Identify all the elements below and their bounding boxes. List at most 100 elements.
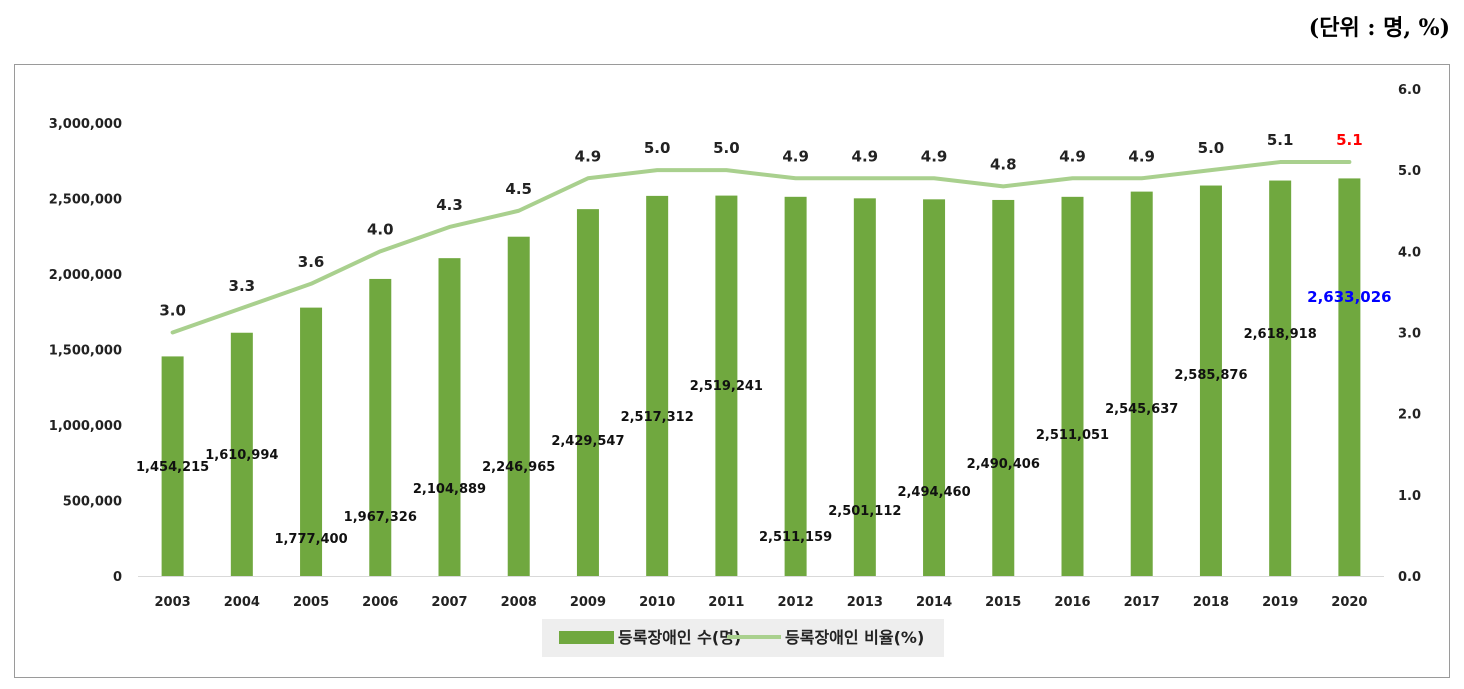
line-value-label: 4.5: [505, 180, 532, 198]
bar-2011: [715, 195, 738, 576]
bar-series: [161, 178, 1361, 576]
x-tick-label: 2015: [985, 595, 1021, 610]
x-tick-label: 2007: [431, 595, 467, 610]
line-value-label: 4.9: [782, 147, 809, 165]
bar-value-label: 2,511,159: [759, 530, 832, 545]
bar-2004: [230, 332, 253, 576]
bar-value-label: 2,585,876: [1174, 368, 1247, 383]
legend-bar-label: 등록장애인 수(명): [618, 628, 741, 647]
line-value-label: 5.1: [1267, 131, 1294, 149]
bar-value-label: 2,494,460: [897, 485, 970, 500]
bar-2003: [161, 356, 184, 576]
right-axis: 0.0 1.0 2.0 3.0 4.0 5.0 6.0: [1398, 83, 1421, 585]
bar-value-label: 2,511,051: [1036, 428, 1109, 443]
bar-value-label: 2,519,241: [690, 379, 763, 394]
bar-2013: [853, 198, 876, 576]
bar-value-label: 1,454,215: [136, 460, 209, 475]
left-tick-label: 2,500,000: [49, 193, 122, 208]
line-value-label: 3.6: [298, 253, 325, 271]
chart-frame: 0 500,000 1,000,000 1,500,000 2,000,000 2,500…: [14, 64, 1450, 678]
bar-2014: [923, 199, 946, 576]
bar-2010: [646, 195, 669, 576]
unit-note: (단위 : 명, %): [1308, 15, 1450, 41]
bar-2005: [300, 307, 323, 576]
right-tick-label: 1.0: [1398, 489, 1421, 504]
line-value-label: 5.0: [1198, 139, 1225, 157]
x-tick-label: 2017: [1124, 595, 1160, 610]
line-value-label: 4.9: [575, 147, 602, 165]
ratio-line: [170, 160, 1352, 335]
x-tick-label: 2006: [362, 595, 398, 610]
x-tick-label: 2014: [916, 595, 952, 610]
x-tick-label: 2018: [1193, 595, 1229, 610]
left-tick-label: 1,000,000: [49, 419, 122, 434]
line-value-label: 4.8: [990, 155, 1017, 173]
bar-2015: [992, 199, 1015, 576]
bar-value-label: 1,777,400: [274, 532, 347, 547]
x-tick-label: 2011: [708, 595, 744, 610]
bar-2012: [784, 196, 807, 576]
line-value-label: 4.9: [1059, 147, 1086, 165]
line-value-label: 5.0: [713, 139, 740, 157]
x-tick-labels: 2003 2004 2005 2006 2007 2008 2009 2010 2011 2012…: [155, 595, 1368, 610]
bar-value-label: 2,633,026: [1307, 288, 1391, 306]
bar-value-label: 2,429,547: [551, 434, 624, 449]
line-value-label: 5.1: [1336, 131, 1363, 149]
bar-2009: [576, 209, 599, 576]
bar-value-label: 2,246,965: [482, 460, 555, 475]
line-data-labels: 3.0 3.3 3.6 4.0 4.3 4.5 4.9 5.0 5.0 4.9 4.9 4.9 4.8 4…: [159, 131, 1362, 319]
bar-2020: [1338, 178, 1361, 576]
bar-value-label: 1,610,994: [205, 448, 278, 463]
bar-2008: [507, 236, 530, 576]
legend: 등록장애인 수(명) 등록장애인 비율(%): [542, 619, 944, 657]
line-value-label: 4.3: [436, 196, 463, 214]
left-tick-label: 500,000: [63, 495, 122, 510]
bar-2007: [438, 258, 461, 576]
left-tick-label: 1,500,000: [49, 344, 122, 359]
x-tick-label: 2020: [1331, 595, 1367, 610]
right-tick-label: 4.0: [1398, 245, 1421, 260]
x-tick-label: 2008: [501, 595, 537, 610]
bar-value-label: 2,490,406: [967, 457, 1040, 472]
x-tick-label: 2005: [293, 595, 329, 610]
bar-value-label: 2,618,918: [1244, 327, 1317, 342]
x-tick-label: 2004: [224, 595, 260, 610]
combo-chart: 0 500,000 1,000,000 1,500,000 2,000,000 2,500…: [49, 83, 1421, 657]
right-tick-label: 2.0: [1398, 408, 1421, 423]
right-tick-label: 6.0: [1398, 83, 1421, 98]
bar-value-label: 2,104,889: [413, 482, 486, 497]
bar-value-label: 2,501,112: [828, 504, 901, 519]
left-tick-label: 0: [113, 570, 122, 585]
legend-bar-swatch: [559, 631, 614, 644]
x-tick-label: 2013: [847, 595, 883, 610]
bar-2006: [369, 278, 392, 576]
bar-2017: [1130, 191, 1153, 576]
right-tick-label: 0.0: [1398, 570, 1421, 585]
line-value-label: 4.9: [921, 147, 948, 165]
right-tick-label: 5.0: [1398, 164, 1421, 179]
bar-2019: [1269, 180, 1292, 576]
left-tick-label: 3,000,000: [49, 117, 122, 132]
line-value-label: 5.0: [644, 139, 671, 157]
line-value-label: 3.3: [229, 277, 256, 295]
x-tick-label: 2016: [1054, 595, 1090, 610]
line-value-label: 4.9: [1128, 147, 1155, 165]
x-tick-label: 2003: [155, 595, 191, 610]
bar-2018: [1199, 185, 1222, 576]
x-tick-label: 2010: [639, 595, 675, 610]
x-tick-label: 2012: [778, 595, 814, 610]
x-tick-label: 2009: [570, 595, 606, 610]
bar-2016: [1061, 196, 1084, 576]
bar-value-label: 2,517,312: [621, 410, 694, 425]
bar-value-label: 2,545,637: [1105, 402, 1178, 417]
x-tick-label: 2019: [1262, 595, 1298, 610]
line-value-label: 3.0: [159, 302, 186, 320]
legend-line-label: 등록장애인 비율(%): [785, 628, 924, 647]
right-tick-label: 3.0: [1398, 327, 1421, 342]
left-tick-label: 2,000,000: [49, 268, 122, 283]
bar-value-label: 1,967,326: [344, 510, 417, 525]
line-value-label: 4.0: [367, 220, 394, 238]
line-value-label: 4.9: [852, 147, 879, 165]
left-axis: 0 500,000 1,000,000 1,500,000 2,000,000 2,500…: [49, 117, 122, 585]
